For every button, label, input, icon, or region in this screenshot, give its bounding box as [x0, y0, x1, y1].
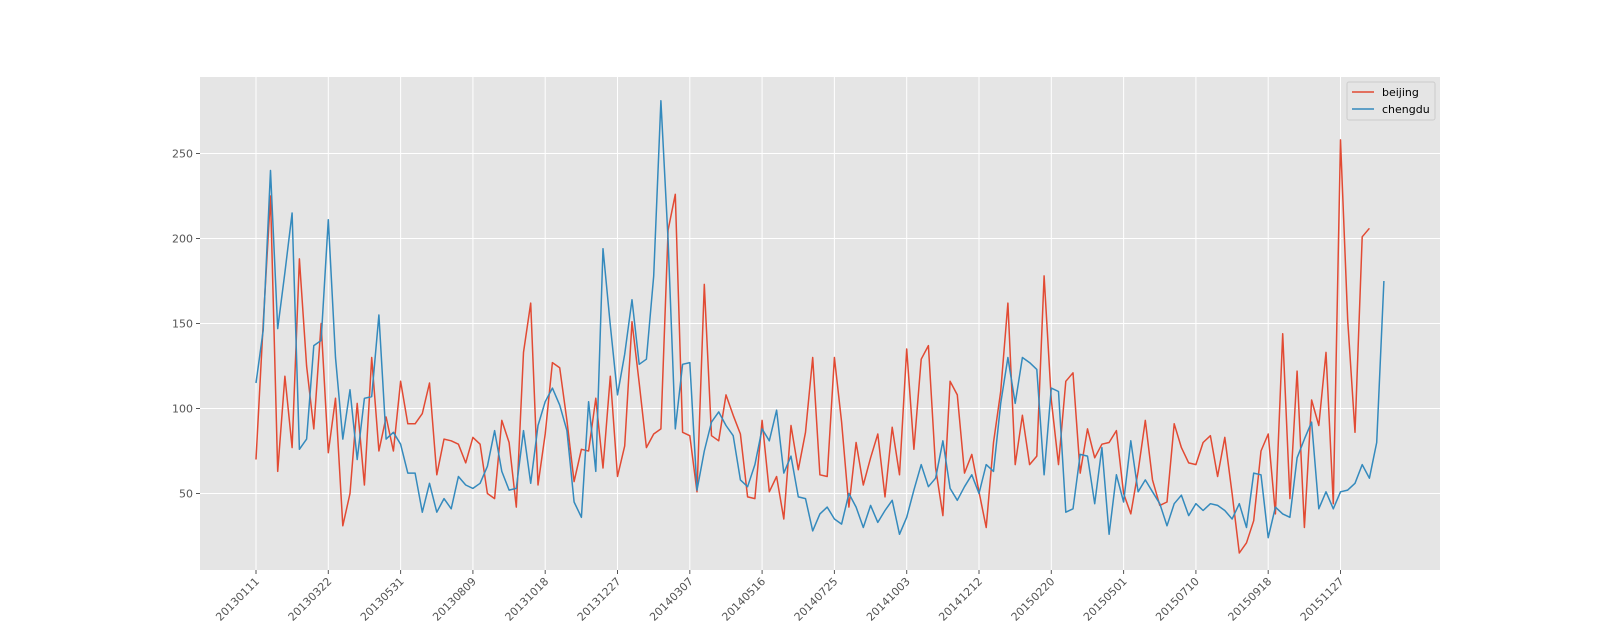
- x-tick-label: 20140516: [719, 575, 768, 624]
- y-axis-ticks: 50 100 150 200 250: [172, 148, 200, 501]
- x-tick-label: 20130322: [286, 575, 335, 624]
- legend: beijing chengdu: [1346, 81, 1436, 121]
- grid-lines: [200, 77, 1440, 570]
- x-tick-label: 20130111: [213, 575, 262, 624]
- x-tick-label: 20130531: [358, 575, 407, 624]
- series-lines: [255, 100, 1385, 554]
- series-line-chengdu: [255, 100, 1385, 539]
- x-tick-label: 20150918: [1226, 575, 1275, 624]
- x-tick-label: 20141212: [936, 575, 985, 624]
- series-line-beijing: [255, 139, 1370, 554]
- x-tick-label: 20140725: [792, 575, 841, 624]
- x-tick-label: 20131018: [503, 575, 552, 624]
- x-axis-ticks: 20130111 20130322 20130531 20130809 20131018…: [213, 570, 1347, 624]
- legend-label-beijing: beijing: [1382, 86, 1419, 99]
- x-tick-label: 20150501: [1081, 575, 1130, 624]
- y-tick-label: 100: [172, 403, 193, 416]
- x-tick-label: 20130809: [430, 575, 479, 624]
- x-tick-label: 20141003: [864, 575, 913, 624]
- legend-label-chengdu: chengdu: [1382, 103, 1430, 116]
- x-tick-label: 20151127: [1298, 575, 1347, 624]
- x-tick-label: 20150220: [1009, 575, 1058, 624]
- x-tick-label: 20140307: [647, 575, 696, 624]
- x-tick-label: 20131227: [575, 575, 624, 624]
- x-tick-label: 20150710: [1153, 575, 1202, 624]
- y-tick-label: 150: [172, 318, 193, 331]
- y-tick-label: 200: [172, 233, 193, 246]
- y-tick-label: 250: [172, 148, 193, 161]
- y-tick-label: 50: [179, 488, 193, 501]
